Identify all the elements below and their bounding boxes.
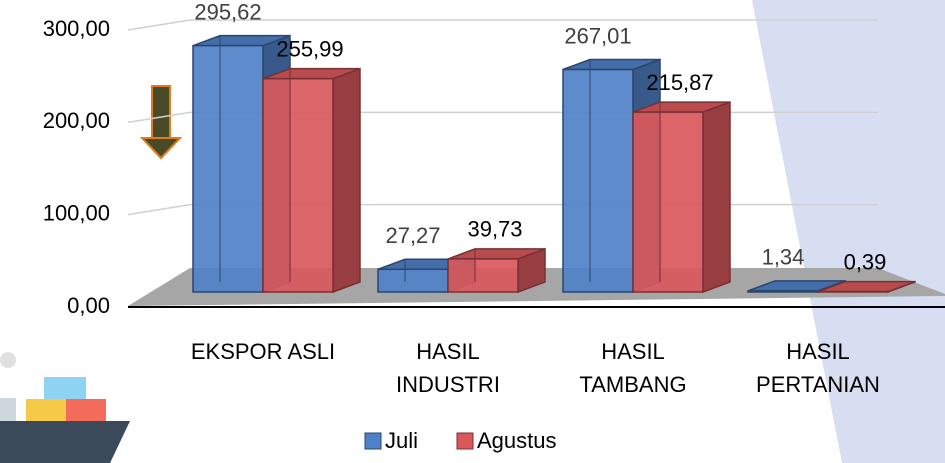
value-label: 27,27 xyxy=(385,223,440,248)
x-tick-label: EKSPOR ASLI xyxy=(191,339,335,364)
bar-side xyxy=(333,69,360,292)
value-label: 0,39 xyxy=(844,249,887,274)
y-tick-label: 100,00 xyxy=(43,200,110,225)
y-tick-label: 300,00 xyxy=(43,16,110,41)
value-label: 267,01 xyxy=(564,23,631,48)
legend-label: Juli xyxy=(385,428,418,453)
value-label: 215,87 xyxy=(646,70,713,95)
bar-front xyxy=(748,291,818,292)
bar-side xyxy=(703,102,730,292)
bar-front xyxy=(563,69,633,292)
value-label: 39,73 xyxy=(467,217,522,242)
value-label: 295,62 xyxy=(194,0,261,24)
bar-front xyxy=(263,79,333,292)
y-tick-label: 200,00 xyxy=(43,108,110,133)
bar-front xyxy=(633,112,703,292)
bar xyxy=(448,249,545,292)
legend-label: Agustus xyxy=(477,428,557,453)
legend-swatch xyxy=(365,433,381,449)
bar xyxy=(263,69,360,292)
bar-front xyxy=(378,269,448,292)
chart: Juli Agustus 0,00 100,00 200,00 300,00 EKSPOR… xyxy=(0,0,945,463)
bar xyxy=(633,102,730,292)
legend-swatch xyxy=(457,433,473,449)
value-label: 255,99 xyxy=(276,36,343,61)
legend: Juli Agustus xyxy=(343,420,601,462)
value-label: 1,34 xyxy=(762,245,805,270)
y-tick-label: 0,00 xyxy=(67,293,110,318)
bar-front xyxy=(193,46,263,292)
bar-front xyxy=(448,259,518,292)
